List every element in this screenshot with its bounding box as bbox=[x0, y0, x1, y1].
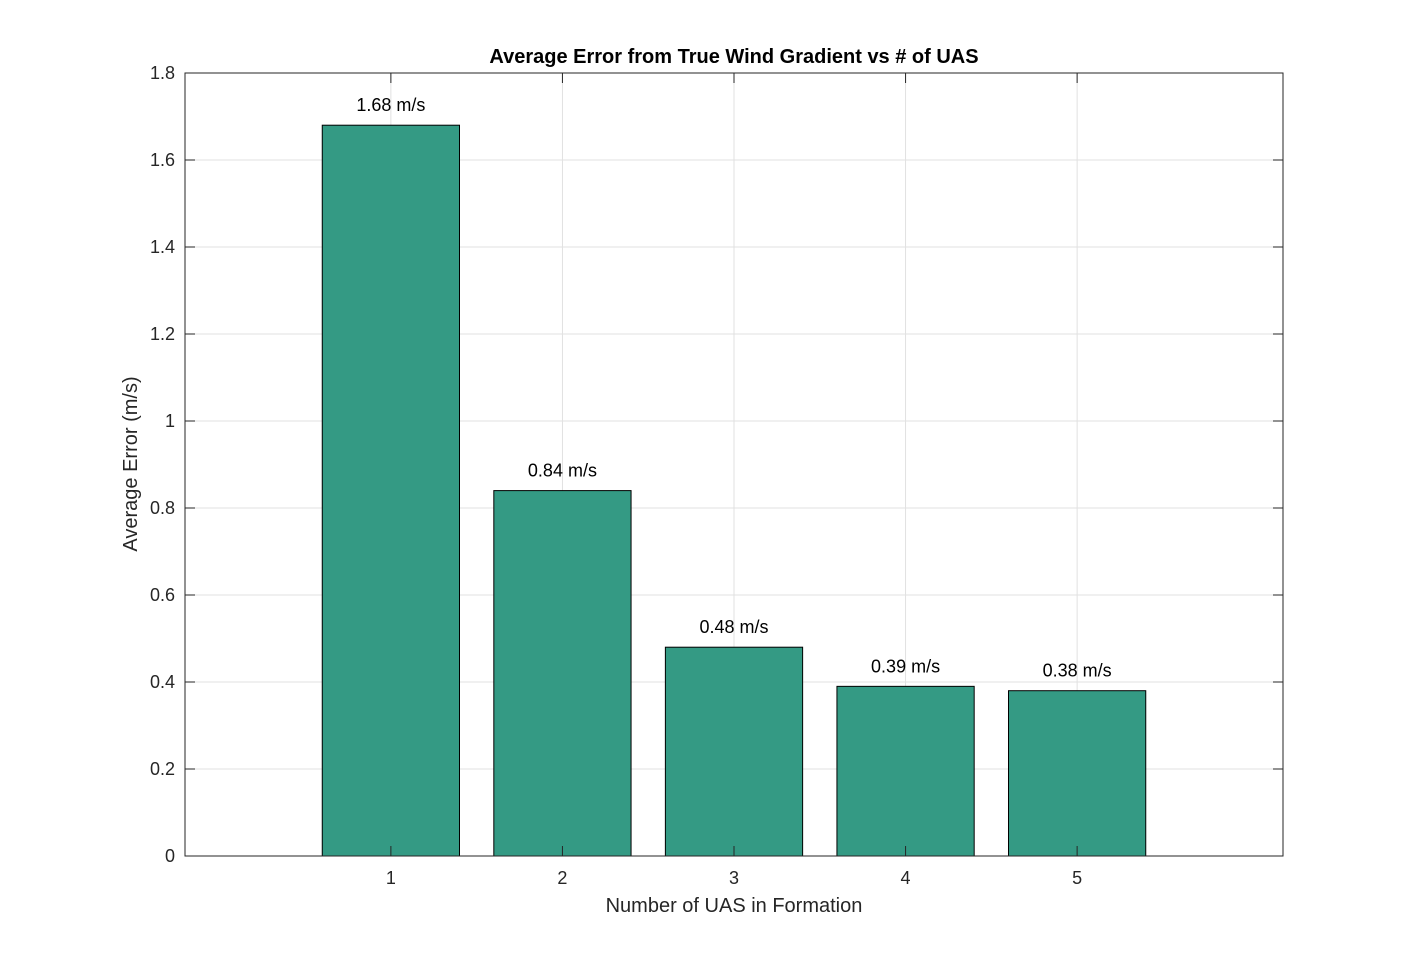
x-tick-label: 3 bbox=[729, 868, 739, 888]
y-tick-label: 0 bbox=[165, 846, 175, 866]
y-tick-label: 1.4 bbox=[150, 237, 175, 257]
bar-3 bbox=[664, 646, 804, 857]
bar-2 bbox=[493, 490, 632, 857]
data-label-2: 0.84 m/s bbox=[528, 461, 597, 481]
x-axis-label: Number of UAS in Formation bbox=[606, 895, 863, 917]
bar-5 bbox=[1008, 690, 1147, 857]
y-tick-label: 0.2 bbox=[150, 759, 175, 779]
chart-title: Average Error from True Wind Gradient vs… bbox=[489, 46, 978, 68]
bar-4 bbox=[836, 685, 975, 857]
y-tick-label: 1.6 bbox=[150, 150, 175, 170]
data-label-3: 0.48 m/s bbox=[699, 617, 768, 637]
data-label-4: 0.39 m/s bbox=[871, 656, 940, 676]
y-tick-label: 1.2 bbox=[150, 324, 175, 344]
data-labels: 1.68 m/s 0.84 m/s 0.48 m/s 0.39 m/s 0.38 m/s bbox=[356, 95, 1111, 681]
y-tick-label: 0.8 bbox=[150, 498, 175, 518]
data-label-1: 1.68 m/s bbox=[356, 95, 425, 115]
x-tick-label: 1 bbox=[386, 868, 396, 888]
y-axis-label: Average Error (m/s) bbox=[120, 376, 142, 551]
y-tick-label: 1.8 bbox=[150, 63, 175, 83]
bars bbox=[321, 124, 1147, 857]
bar-1 bbox=[321, 124, 460, 857]
ticks: 0 0.2 0.4 0.6 0.8 1 1.2 1.4 1.6 1.8 1 2 3 4 5 bbox=[150, 63, 1283, 888]
y-tick-label: 0.6 bbox=[150, 585, 175, 605]
x-tick-label: 5 bbox=[1072, 868, 1082, 888]
data-label-5: 0.38 m/s bbox=[1043, 661, 1112, 681]
y-tick-label: 0.4 bbox=[150, 672, 175, 692]
x-tick-label: 4 bbox=[901, 868, 911, 888]
y-tick-label: 1 bbox=[165, 411, 175, 431]
x-tick-label: 2 bbox=[557, 868, 567, 888]
